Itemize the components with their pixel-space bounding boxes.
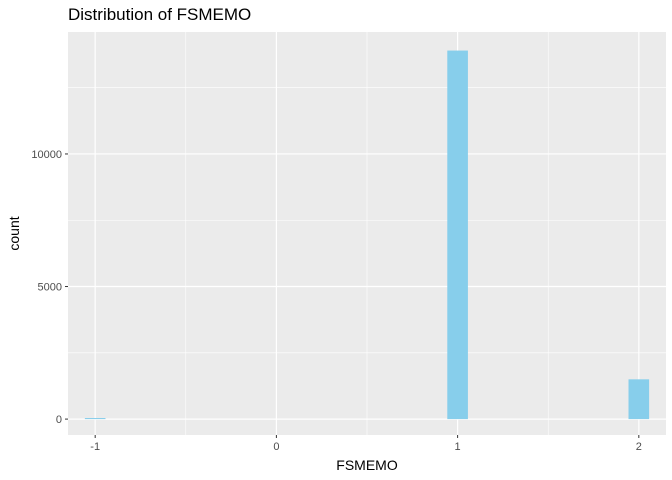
y-tick-label: 0	[56, 414, 62, 426]
bars	[84, 50, 650, 420]
histogram-bar	[447, 50, 468, 420]
minor-gridlines	[68, 32, 666, 435]
x-tick-label: 0	[273, 441, 279, 453]
y-tick-label: 10000	[31, 149, 62, 161]
y-tick-label: 5000	[38, 282, 62, 294]
x-tick-label: 2	[636, 441, 642, 453]
chart-title: Distribution of FSMEMO	[68, 5, 251, 24]
x-tick-label: -1	[90, 441, 100, 453]
y-axis: 0 5000 10000	[31, 149, 68, 426]
y-axis-title: count	[6, 216, 22, 250]
x-tick-label: 1	[455, 441, 461, 453]
x-axis: -1 0 1 2	[90, 435, 642, 453]
histogram-bar	[628, 379, 650, 420]
x-axis-title: FSMEMO	[336, 457, 398, 473]
histogram-bar	[84, 418, 106, 420]
